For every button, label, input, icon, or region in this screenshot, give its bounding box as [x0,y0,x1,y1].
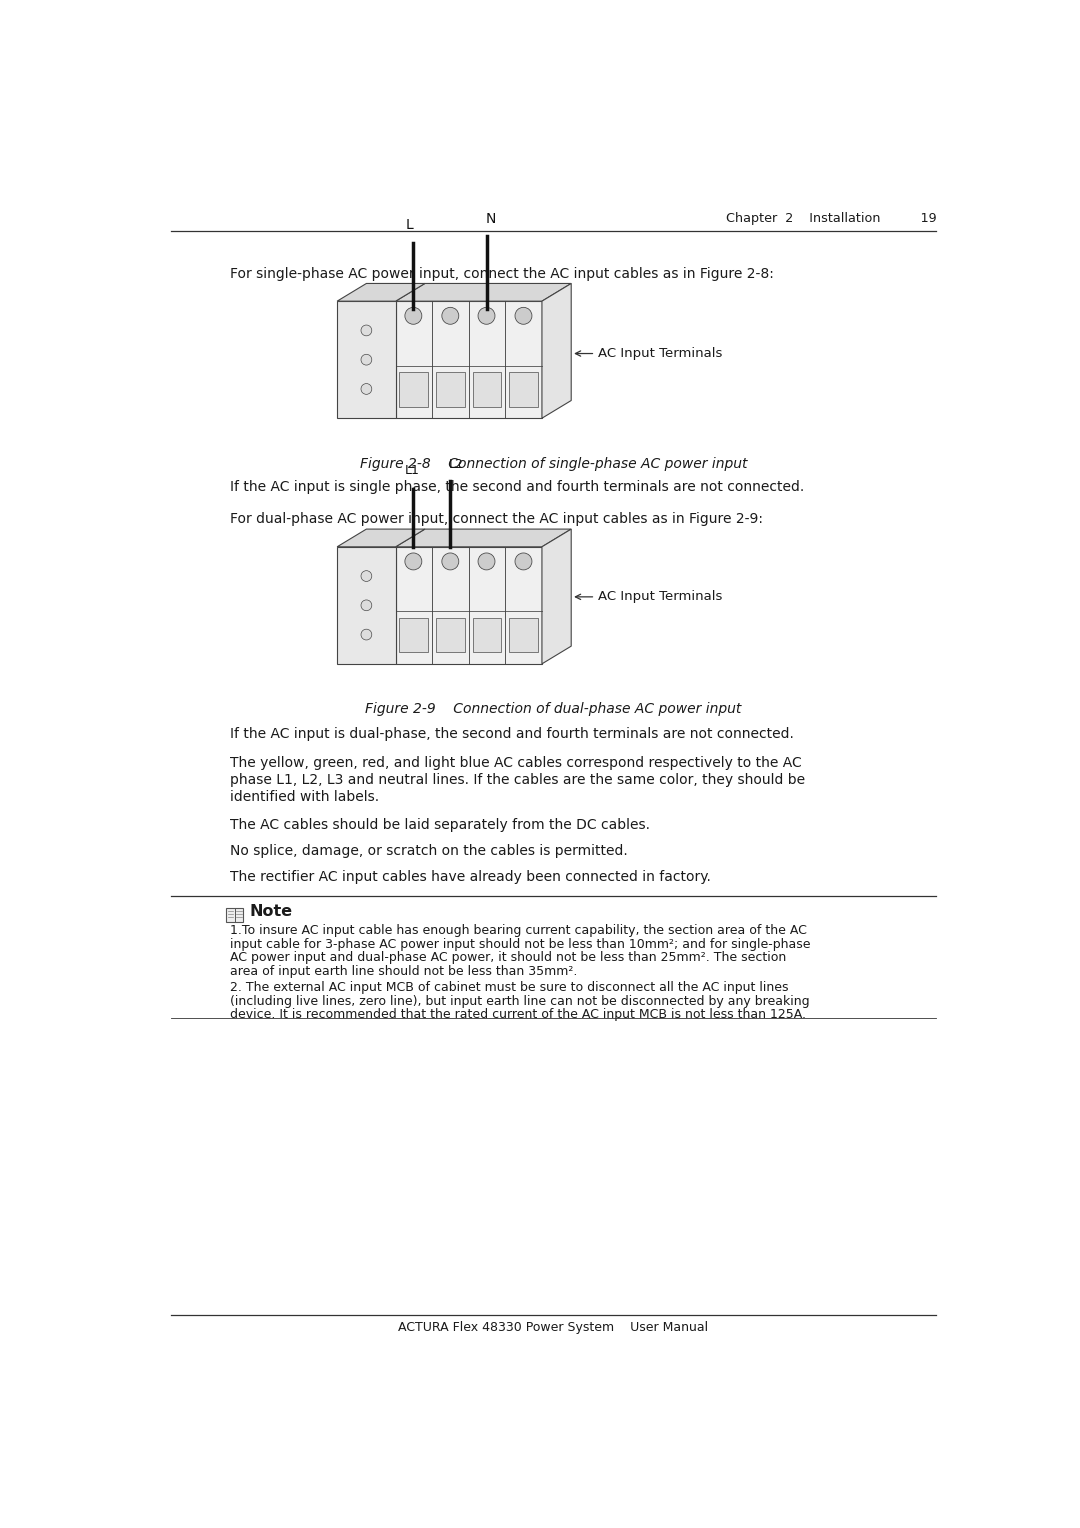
Text: 1.To insure AC input cable has enough bearing current capability, the section ar: 1.To insure AC input cable has enough be… [230,924,807,937]
Text: identified with labels.: identified with labels. [230,790,379,804]
Circle shape [361,354,372,365]
Polygon shape [435,371,465,406]
Circle shape [361,570,372,582]
Circle shape [361,325,372,336]
Text: ACTURA Flex 48330 Power System    User Manual: ACTURA Flex 48330 Power System User Manu… [399,1322,708,1334]
Polygon shape [473,617,501,652]
Circle shape [442,553,459,570]
Text: If the AC input is single phase, the second and fourth terminals are not connect: If the AC input is single phase, the sec… [230,480,805,494]
Text: 2. The external AC input MCB of cabinet must be sure to disconnect all the AC in: 2. The external AC input MCB of cabinet … [230,981,788,995]
Text: Chapter  2    Installation          19: Chapter 2 Installation 19 [726,212,936,225]
Text: No splice, damage, or scratch on the cables is permitted.: No splice, damage, or scratch on the cab… [230,843,627,859]
Text: For dual-phase AC power input, connect the AC input cables as in Figure 2-9:: For dual-phase AC power input, connect t… [230,512,764,526]
Text: The rectifier AC input cables have already been connected in factory.: The rectifier AC input cables have alrea… [230,871,711,885]
Polygon shape [509,617,538,652]
Circle shape [361,384,372,394]
Text: area of input earth line should not be less than 35mm².: area of input earth line should not be l… [230,964,578,978]
Circle shape [405,553,422,570]
Text: N: N [485,212,496,226]
Polygon shape [400,617,428,652]
Polygon shape [337,301,395,419]
Text: phase L1, L2, L3 and neutral lines. If the cables are the same color, they shoul: phase L1, L2, L3 and neutral lines. If t… [230,773,806,787]
Polygon shape [337,529,424,547]
Text: The yellow, green, red, and light blue AC cables correspond respectively to the : The yellow, green, red, and light blue A… [230,756,801,770]
Polygon shape [337,547,395,663]
Circle shape [442,307,459,324]
Text: (including live lines, zero line), but input earth line can not be disconnected : (including live lines, zero line), but i… [230,995,810,1008]
Polygon shape [395,284,571,301]
Circle shape [478,553,495,570]
Circle shape [478,307,495,324]
Text: device. It is recommended that the rated current of the AC input MCB is not less: device. It is recommended that the rated… [230,1008,806,1021]
Text: For single-phase AC power input, connect the AC input cables as in Figure 2-8:: For single-phase AC power input, connect… [230,266,774,281]
Text: Figure 2-8    Connection of single-phase AC power input: Figure 2-8 Connection of single-phase AC… [360,457,747,471]
Text: L: L [406,219,414,232]
Text: L2: L2 [449,458,464,471]
Text: input cable for 3-phase AC power input should not be less than 10mm²; and for si: input cable for 3-phase AC power input s… [230,938,811,950]
Text: L1: L1 [404,465,419,477]
Text: Figure 2-9    Connection of dual-phase AC power input: Figure 2-9 Connection of dual-phase AC p… [365,703,742,717]
Text: AC Input Terminals: AC Input Terminals [576,347,723,361]
Circle shape [405,307,422,324]
Polygon shape [337,284,424,301]
Polygon shape [395,301,542,419]
Polygon shape [400,371,428,406]
Polygon shape [395,529,571,547]
Text: The AC cables should be laid separately from the DC cables.: The AC cables should be laid separately … [230,817,650,831]
Text: If the AC input is dual-phase, the second and fourth terminals are not connected: If the AC input is dual-phase, the secon… [230,727,794,741]
Circle shape [515,553,532,570]
Polygon shape [395,547,542,663]
Polygon shape [542,529,571,663]
Circle shape [361,630,372,640]
Polygon shape [509,371,538,406]
Polygon shape [435,617,465,652]
Text: AC Input Terminals: AC Input Terminals [576,590,723,604]
FancyBboxPatch shape [226,908,243,921]
Text: AC power input and dual-phase AC power, it should not be less than 25mm². The se: AC power input and dual-phase AC power, … [230,950,786,964]
Polygon shape [542,284,571,419]
Circle shape [361,601,372,611]
Circle shape [515,307,532,324]
Text: Note: Note [249,905,293,918]
Polygon shape [473,371,501,406]
